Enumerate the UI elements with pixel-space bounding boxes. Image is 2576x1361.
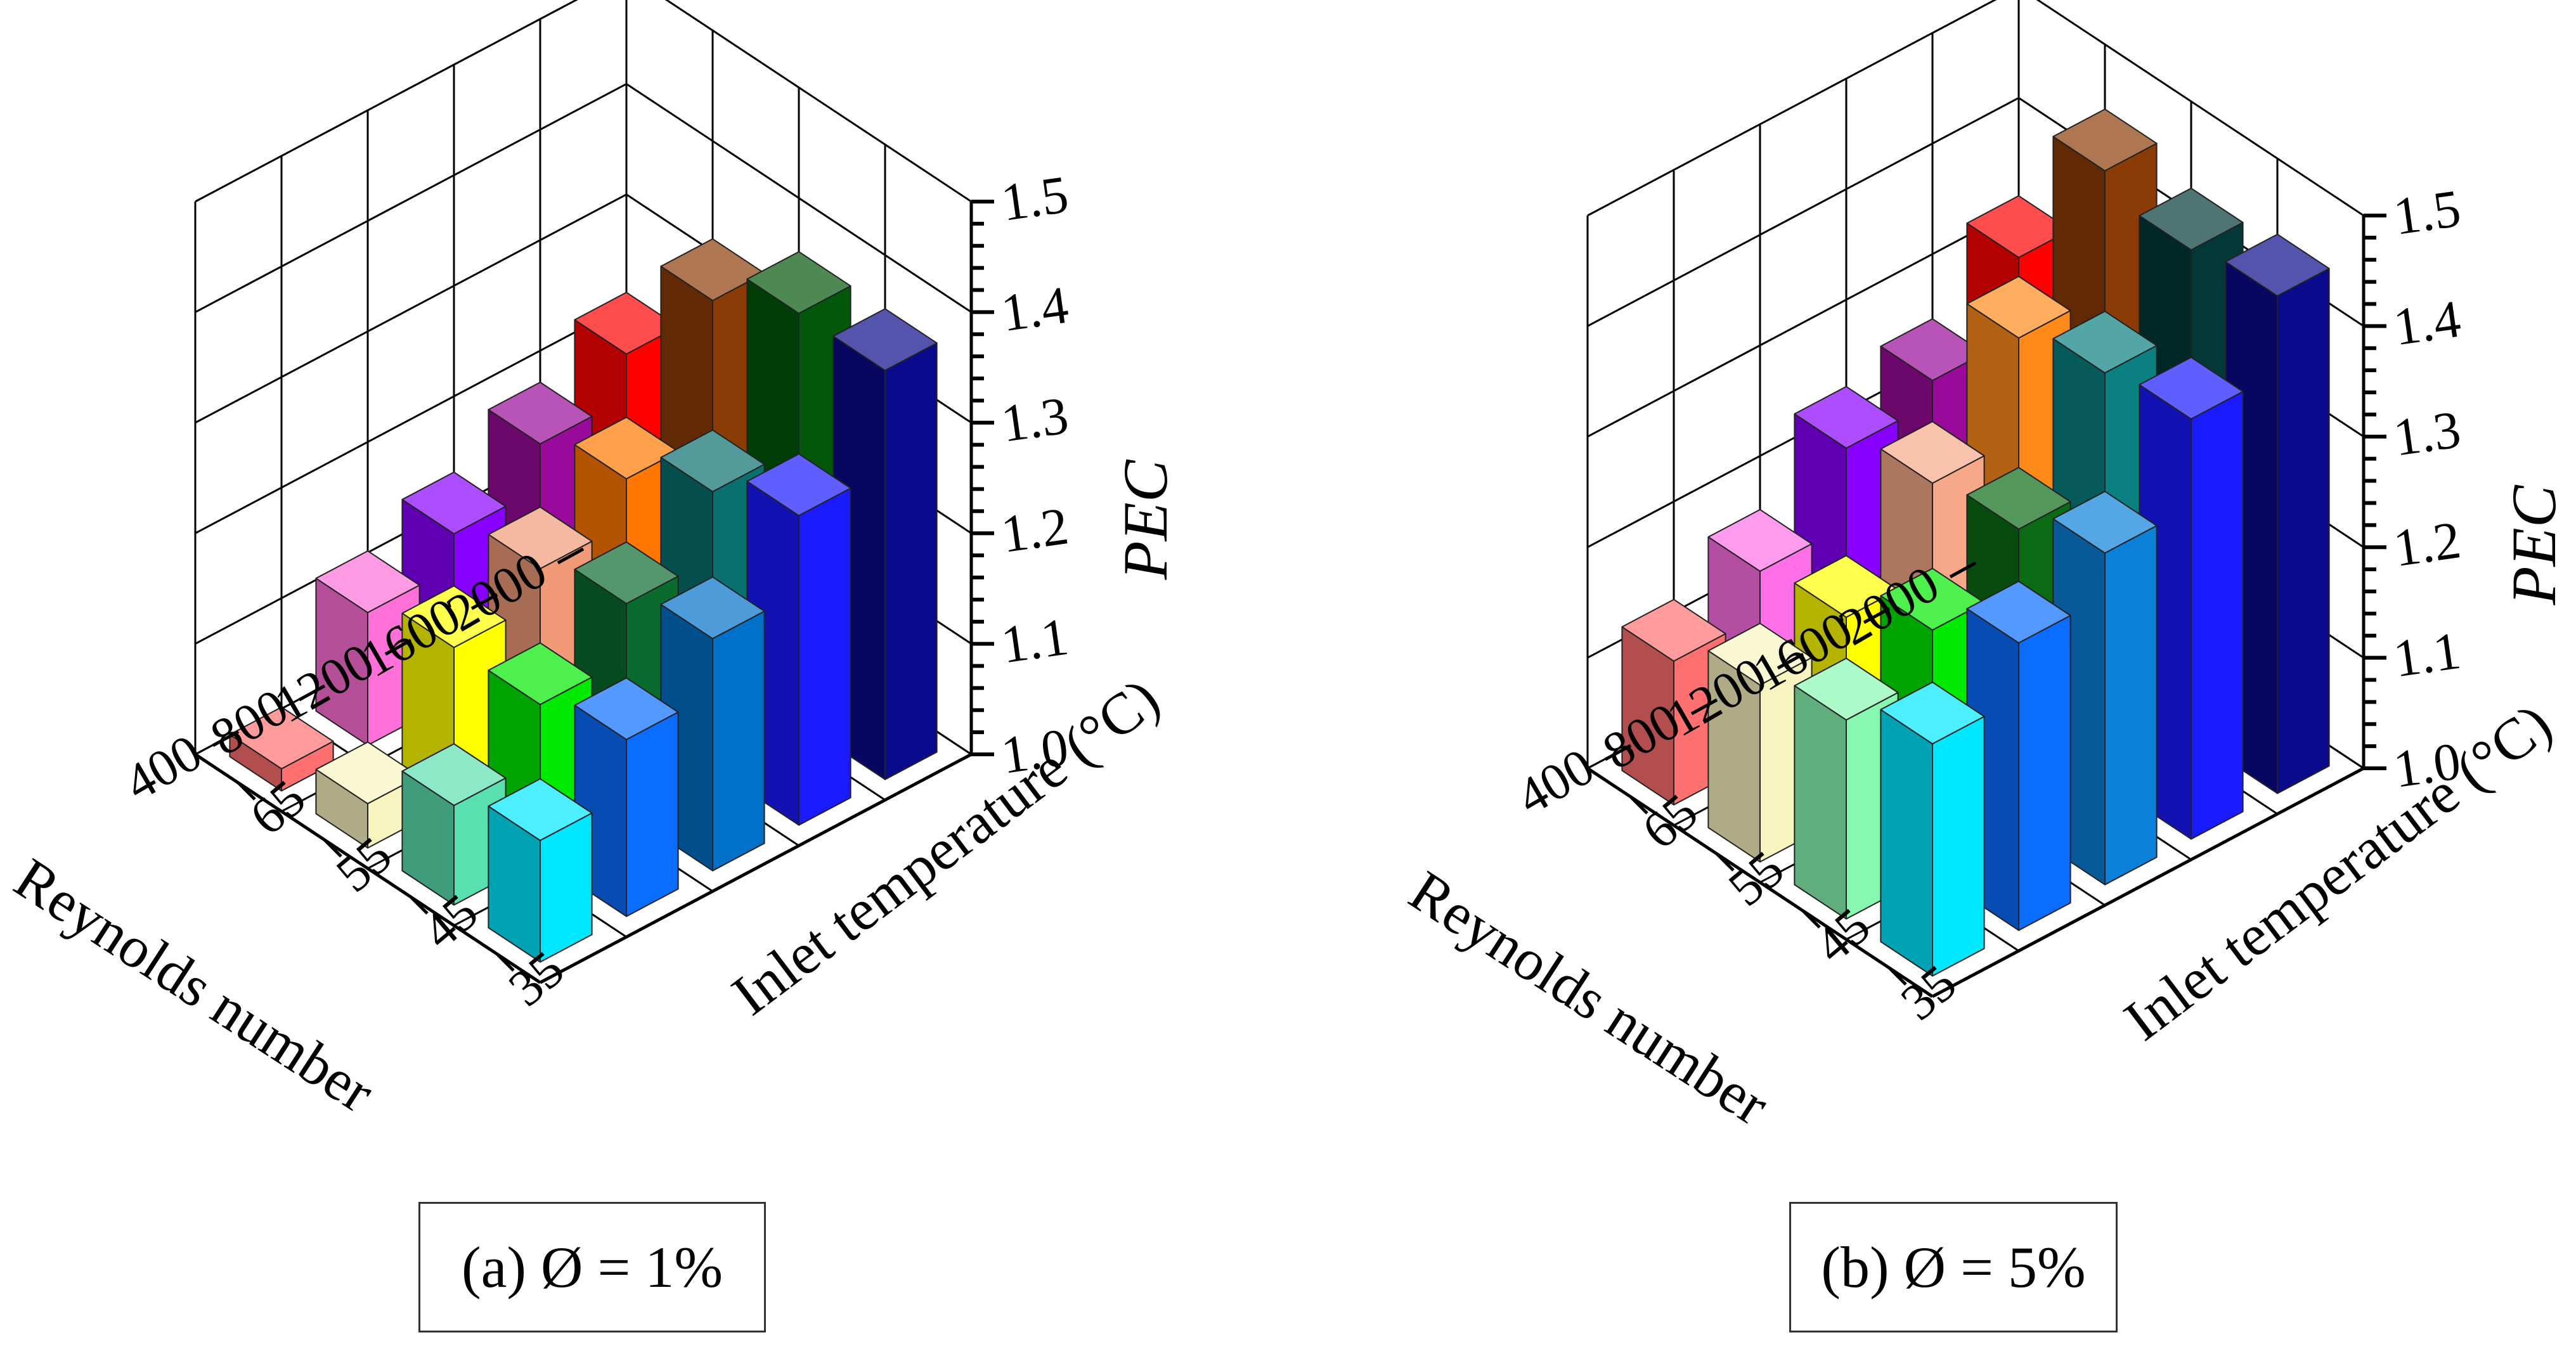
bar-top-face [2139,356,2244,420]
bar-top-face [746,251,851,314]
bar-top-face [1966,581,2071,644]
b-pec-tick-label: 1.0 [2390,732,2464,799]
bar-top-face [1966,467,2071,530]
bar-top-face [315,741,420,804]
a-temperature-axis [194,752,541,984]
b-axes [1586,214,2386,998]
temperature-tick [1629,796,1648,815]
bar-top-face [2052,491,2158,554]
b-pec-axis-label: PEC [2499,484,2569,605]
reynolds-tick [1777,652,1804,670]
b-pec-tick-label: 1.1 [2390,621,2464,689]
temperature-tick [1888,967,1907,986]
bar-top-face [574,677,679,740]
a-axes [194,200,994,984]
bar-top-face [1794,385,1899,449]
bar-front-face [2277,268,2330,794]
temperature-tick [1802,910,1821,929]
temperature-tick [323,839,342,858]
b-temperature-axis [1586,766,1934,998]
b-reynolds-axis [1931,766,2365,998]
bar-top-face [1707,622,1813,686]
temperature-tick [410,896,429,915]
a-pec-tick-label: 1.5 [998,165,1072,233]
bar-top-face [746,453,851,517]
bar-top-face [660,576,765,640]
reynolds-tick [212,730,240,747]
bar-top-face [1707,508,1813,572]
b-temperature-tick-label: 35 [1890,953,1967,1031]
b-temperature-tick-label: 65 [1631,782,1708,860]
reynolds-tick [384,638,412,656]
reynolds-tick [298,684,326,702]
b-reynolds-axis-label: Reynolds number [1399,858,1780,1137]
a-pec-tick-label: 1.2 [998,496,1072,564]
bar-top-face [1880,681,1985,745]
bar-top-face [1794,657,1899,721]
b-reynolds-tick-label: 400 [1507,737,1603,826]
bar-top-face [1966,195,2071,259]
bar-top-face [832,308,938,371]
bar-top-face [1966,276,2071,339]
bar-top-face [488,642,593,706]
reynolds-tick [1863,607,1891,624]
bar-front-face [2104,525,2158,886]
bar-top-face [660,429,765,493]
a-bar-re400-t65 [229,706,334,792]
bar-top-face [1880,421,1985,484]
temperature-tick [496,953,515,972]
bar-top-face [660,238,765,302]
bar-top-face [2052,108,2158,172]
b-pec-tick-label: 1.5 [2390,179,2464,247]
bar-top-face [488,506,593,570]
bar-top-face [401,743,507,806]
bar-top-face [2052,311,2158,374]
reynolds-tick [1604,744,1632,761]
bar-top-face [315,550,420,614]
b-temperature-tick-label: 55 [1718,839,1794,917]
bar-top-face [574,416,679,480]
b-pec-tick-label: 1.3 [2390,400,2464,468]
a-bar-re800-t35 [574,677,679,917]
bar-front-face [2018,615,2071,931]
temperature-tick [237,782,256,801]
b-bar-re400-t35 [1880,681,1985,977]
bar-top-face [574,541,679,605]
caption-a: (a) Ø = 1% [418,1202,766,1332]
a-reynolds-axis [539,752,973,984]
reynolds-tick [1690,698,1718,716]
bar-top-face [2139,188,2244,251]
a-pec-tick-label: 1.0 [998,718,1072,785]
b-pec-tick-label: 1.4 [2390,290,2464,358]
bar-top-face [574,292,679,355]
reynolds-tick [1949,561,1977,579]
bar-side-face [1794,685,1847,920]
bar-top-face [1794,555,1899,618]
b-temperature-tick-label: 45 [1804,896,1880,974]
bar-top-face [401,585,507,648]
bar-top-face [1621,598,1726,662]
bar-top-face [488,778,593,841]
bar-front-face [2191,390,2244,840]
bar-top-face [1880,567,1985,631]
reynolds-tick [470,593,498,610]
reynolds-tick [557,547,585,565]
a-pec-tick-label: 1.3 [998,386,1072,454]
a-bar-re400-t35 [488,778,593,963]
a-pec-tick-label: 1.4 [998,276,1072,344]
bar-top-face [401,471,507,534]
b-pec-tick-label: 1.2 [2390,510,2464,578]
temperature-tick [1716,853,1735,872]
bar-side-face [1880,709,1933,977]
caption-b: (b) Ø = 5% [1789,1202,2118,1332]
bar-top-face [2225,233,2330,297]
bar-front-face [1932,716,1985,977]
bar-top-face [488,382,593,445]
a-pec-axis-label: PEC [1110,459,1181,580]
a-pec-tick-label: 1.1 [998,607,1072,675]
bar-top-face [1880,318,1985,382]
